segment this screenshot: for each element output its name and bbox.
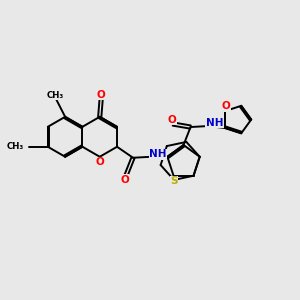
Text: O: O	[167, 115, 176, 124]
Text: O: O	[97, 90, 106, 100]
Text: S: S	[170, 176, 178, 186]
Text: CH₃: CH₃	[46, 91, 64, 100]
Text: O: O	[221, 101, 230, 111]
Text: NH: NH	[149, 149, 166, 159]
Text: NH: NH	[206, 118, 223, 128]
Text: O: O	[95, 157, 104, 167]
Text: CH₃: CH₃	[6, 142, 24, 151]
Text: O: O	[120, 175, 129, 185]
